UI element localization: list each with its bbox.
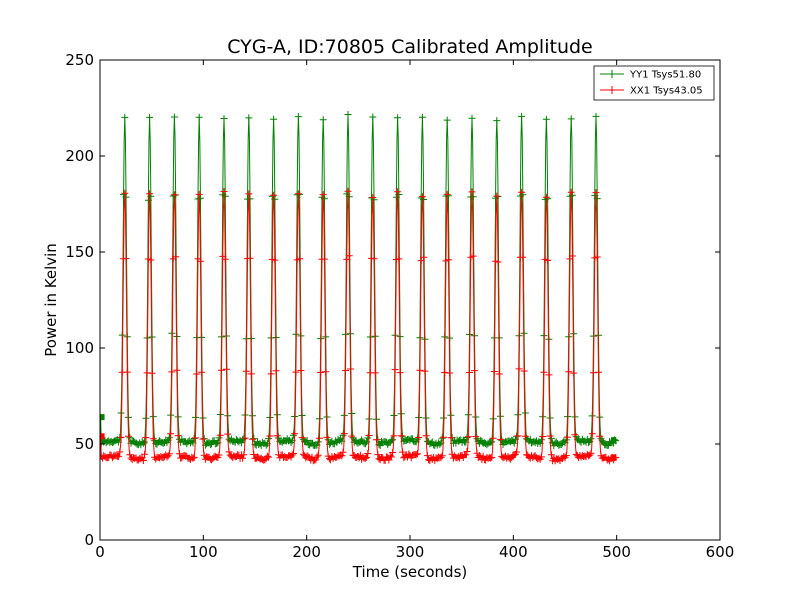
y-tick-label: 200 [65, 147, 94, 165]
y-tick-label: 0 [84, 531, 94, 549]
x-tick-label: 500 [602, 543, 631, 561]
plot-background [100, 60, 720, 540]
chart-title: CYG-A, ID:70805 Calibrated Amplitude [227, 36, 592, 58]
x-tick-label: 100 [189, 543, 218, 561]
series-2 [100, 187, 620, 465]
series-marker-plus [100, 187, 620, 465]
legend-entry-label: XX1 Tsys43.05 [630, 86, 703, 97]
legend-marker [608, 86, 616, 94]
legend-entry-label: YY1 Tsys51.80 [629, 70, 701, 81]
y-tick-label: 250 [65, 51, 94, 69]
legend-marker [608, 70, 616, 78]
series-endpoint [611, 454, 617, 461]
series-markers [100, 187, 620, 465]
x-tick-label: 600 [706, 543, 735, 561]
x-tick-label: 200 [292, 543, 321, 561]
series-endpoint [611, 437, 617, 444]
series-1 [100, 111, 620, 450]
ticks-layer: 0 100 200 300 400 500 600 0 50 100 150 200 250 [65, 51, 734, 561]
x-axis-label: Time (seconds) [352, 563, 468, 581]
x-tick-label: 300 [396, 543, 425, 561]
series-layer [100, 111, 620, 465]
legend: YY1 Tsys51.80 XX1 Tsys43.05 [593, 65, 715, 101]
y-axis-label: Power in Kelvin [42, 243, 60, 357]
series-endpoint [100, 414, 105, 421]
x-tick-label: 0 [95, 543, 105, 561]
y-tick-label: 150 [65, 243, 94, 261]
legend-box [593, 65, 715, 101]
series-endpoint [100, 433, 105, 440]
y-tick-label: 100 [65, 339, 94, 357]
y-tick-label: 50 [75, 435, 94, 453]
x-tick-label: 400 [499, 543, 528, 561]
plot-area [99, 59, 721, 541]
